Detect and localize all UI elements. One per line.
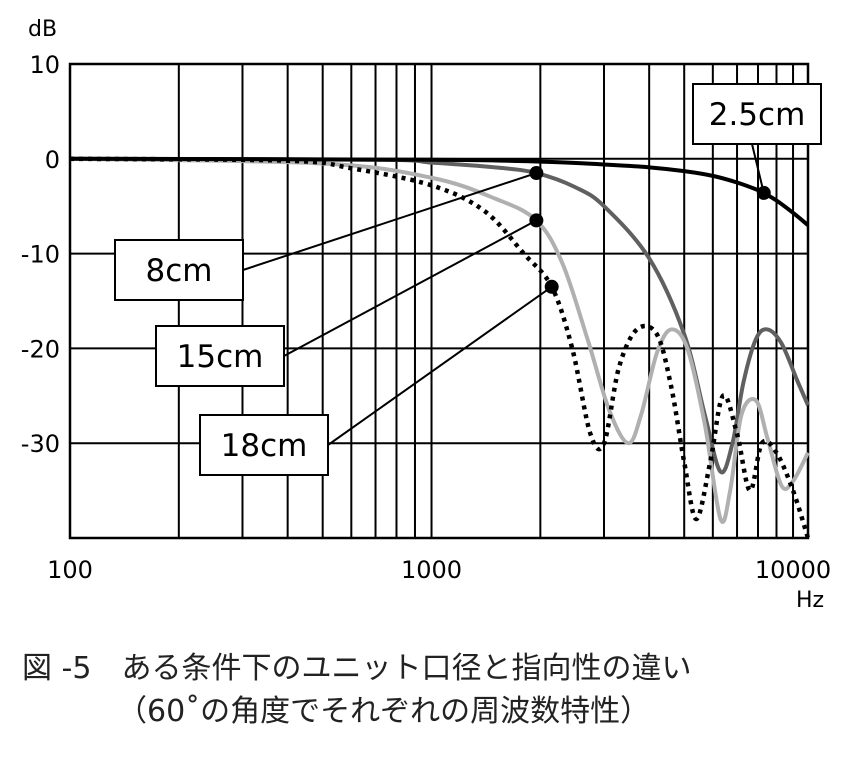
callout-label: 15cm xyxy=(177,339,264,375)
y-tick-label: -30 xyxy=(21,430,60,458)
x-tick-label: 100 xyxy=(47,556,93,584)
plot-frame xyxy=(68,62,810,540)
callout-leader xyxy=(283,219,537,357)
series-line-8cm xyxy=(69,156,810,475)
x-tick-label: 1000 xyxy=(401,556,462,584)
x-axis-unit: Hz xyxy=(796,588,824,613)
callout-box xyxy=(692,83,822,145)
series-line-2-5cm xyxy=(69,156,810,227)
callout-label: 8cm xyxy=(146,253,213,289)
y-tick-label: -10 xyxy=(21,241,60,269)
y-tick-label: 0 xyxy=(45,146,60,174)
callouts: 2.5cm 8cm 15cm 18cm xyxy=(114,83,822,476)
callout-box xyxy=(114,239,244,301)
callout-label: 18cm xyxy=(221,428,308,464)
callout-label: 2.5cm xyxy=(709,97,806,133)
y-axis-unit: dB xyxy=(28,17,57,42)
callout-leader xyxy=(751,143,765,194)
y-tick-label: 10 xyxy=(29,51,60,79)
callout-box xyxy=(155,325,285,387)
series-line-15cm xyxy=(69,156,810,524)
callout-box xyxy=(199,414,329,476)
callout-leader xyxy=(327,285,553,446)
figure-caption-line-2: （60˚の角度でそれぞれの周波数特性） xyxy=(117,694,651,729)
series-lines xyxy=(69,156,811,539)
y-tick-label: -20 xyxy=(21,335,60,363)
callout-leader xyxy=(242,172,537,271)
x-tick-label: 10000 xyxy=(755,556,831,584)
figure-caption-line-1: 図 -5 ある条件下のユニット口径と指向性の違い xyxy=(22,651,692,686)
